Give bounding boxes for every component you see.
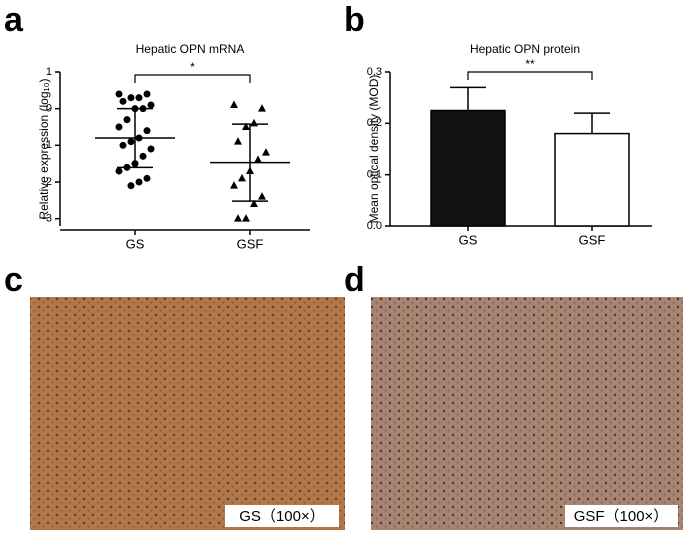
y-tick-label: -2: [42, 176, 52, 188]
panel-letter: d: [344, 261, 365, 299]
data-point: [262, 148, 270, 156]
data-point: [119, 141, 127, 149]
data-point: [135, 178, 143, 186]
data-point: [258, 104, 266, 112]
data-point: [238, 173, 246, 182]
y-tick-label: 0.3: [367, 66, 382, 78]
data-point: [115, 167, 123, 175]
panel-letter: a: [4, 1, 24, 39]
data-point: [143, 127, 151, 135]
significance: **: [525, 57, 535, 71]
data-point: [230, 181, 238, 189]
y-tick-label: 0.0: [367, 220, 382, 232]
y-tick-label: -1: [42, 139, 52, 151]
data-point: [242, 214, 250, 222]
x-tick-label: GSF: [579, 232, 606, 247]
data-point: [127, 182, 135, 190]
significance-bracket: [467, 71, 593, 80]
data-point: [250, 199, 258, 207]
y-tick-label: -3: [42, 213, 52, 225]
data-point: [143, 90, 151, 98]
caption: GSF（100×）: [574, 508, 669, 525]
data-point: [234, 137, 242, 145]
micrograph: [371, 297, 683, 530]
y-axis-label: Relative expression (log₁₀): [37, 78, 51, 219]
data-point: [250, 118, 258, 127]
y-tick-label: 1: [46, 66, 52, 78]
data-point: [123, 116, 131, 124]
data-point: [115, 123, 123, 131]
panel-letter: c: [4, 261, 23, 299]
significance-bracket: [134, 74, 251, 83]
x-tick-label: GS: [126, 236, 145, 251]
data-point: [147, 145, 155, 153]
y-tick-label: 0: [46, 103, 52, 115]
chart-title: Hepatic OPN protein: [470, 42, 580, 56]
data-point: [242, 122, 250, 130]
micrograph: [30, 297, 345, 530]
data-point: [254, 155, 262, 163]
caption: GS（100×）: [239, 508, 324, 525]
data-point: [230, 100, 238, 108]
caption-box: [565, 505, 678, 527]
data-point: [139, 152, 147, 160]
data-point: [119, 97, 127, 105]
bar: [554, 132, 630, 227]
caption-box: [225, 505, 339, 527]
y-tick-label: 0.1: [367, 169, 382, 181]
data-point: [127, 138, 135, 146]
data-point: [127, 94, 135, 102]
data-point: [115, 90, 123, 98]
data-point: [234, 214, 242, 222]
y-axis-label: Mean optical density (MOD): [367, 75, 381, 224]
significance: *: [190, 60, 195, 74]
data-point: [135, 94, 143, 102]
bar: [430, 109, 506, 227]
y-tick-label: 0.2: [367, 117, 382, 129]
data-point: [258, 192, 266, 200]
x-tick-label: GS: [459, 232, 478, 247]
chart-title: Hepatic OPN mRNA: [136, 42, 245, 56]
data-point: [143, 174, 151, 182]
panel-letter: b: [344, 1, 365, 39]
data-point: [147, 101, 155, 109]
x-tick-label: GSF: [237, 236, 264, 251]
